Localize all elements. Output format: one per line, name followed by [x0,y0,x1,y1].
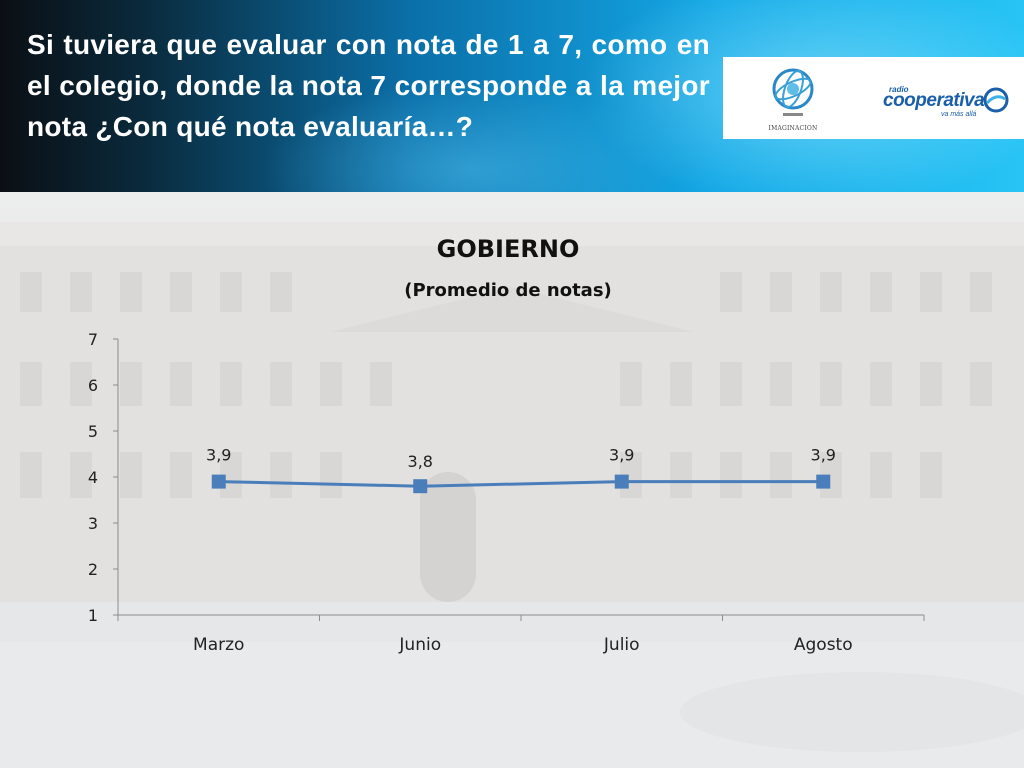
imaginacion-logo: IMAGINACION [761,65,825,133]
cooperativa-logo: radio cooperativa va más allá [883,81,1013,121]
cooperativa-logo-small: radio [889,85,909,94]
y-tick-label: 2 [88,560,98,579]
chart-series: 3,9 3,8 3,9 3,9 [206,446,836,494]
y-tick-label: 7 [88,330,98,349]
cooperativa-logo-tagline: va más allá [941,111,977,118]
data-label: 3,8 [408,452,433,471]
data-label: 3,9 [206,446,231,465]
y-tick-label: 5 [88,422,98,441]
x-tick-label: Marzo [193,635,244,655]
y-tick-label: 4 [88,468,98,487]
imaginacion-logo-text: IMAGINACION [768,125,818,132]
y-tick-label: 6 [88,376,98,395]
data-label: 3,9 [609,446,634,465]
logo-panel: IMAGINACION radio cooperativa va más all… [723,57,1024,139]
chart-subtitle: (Promedio de notas) [404,280,612,301]
building-background [0,192,1024,768]
data-label: 3,9 [811,446,836,465]
chart-axes: 1 2 3 4 5 6 7 Marzo Junio Julio Agosto [88,330,925,655]
globe-icon [772,68,814,116]
data-point-marker [816,474,831,489]
x-tick-label: Agosto [794,635,853,655]
y-tick-label: 3 [88,514,98,533]
cooperativa-logo-main: cooperativa [883,90,985,111]
data-point-marker [413,479,428,494]
x-tick-label: Junio [398,635,441,655]
swoosh-icon [983,87,1009,113]
x-tick-label: Julio [603,635,640,655]
chart-title: GOBIERNO [436,235,580,263]
series-line [218,480,824,488]
header-glow-secondary [260,80,680,192]
data-point-marker [211,474,226,489]
survey-question: Si tuviera que evaluar con nota de 1 a 7… [27,29,710,142]
y-tick-label: 1 [88,606,98,625]
header-band: Si tuviera que evaluar con nota de 1 a 7… [0,0,1024,192]
data-point-marker [614,474,629,489]
